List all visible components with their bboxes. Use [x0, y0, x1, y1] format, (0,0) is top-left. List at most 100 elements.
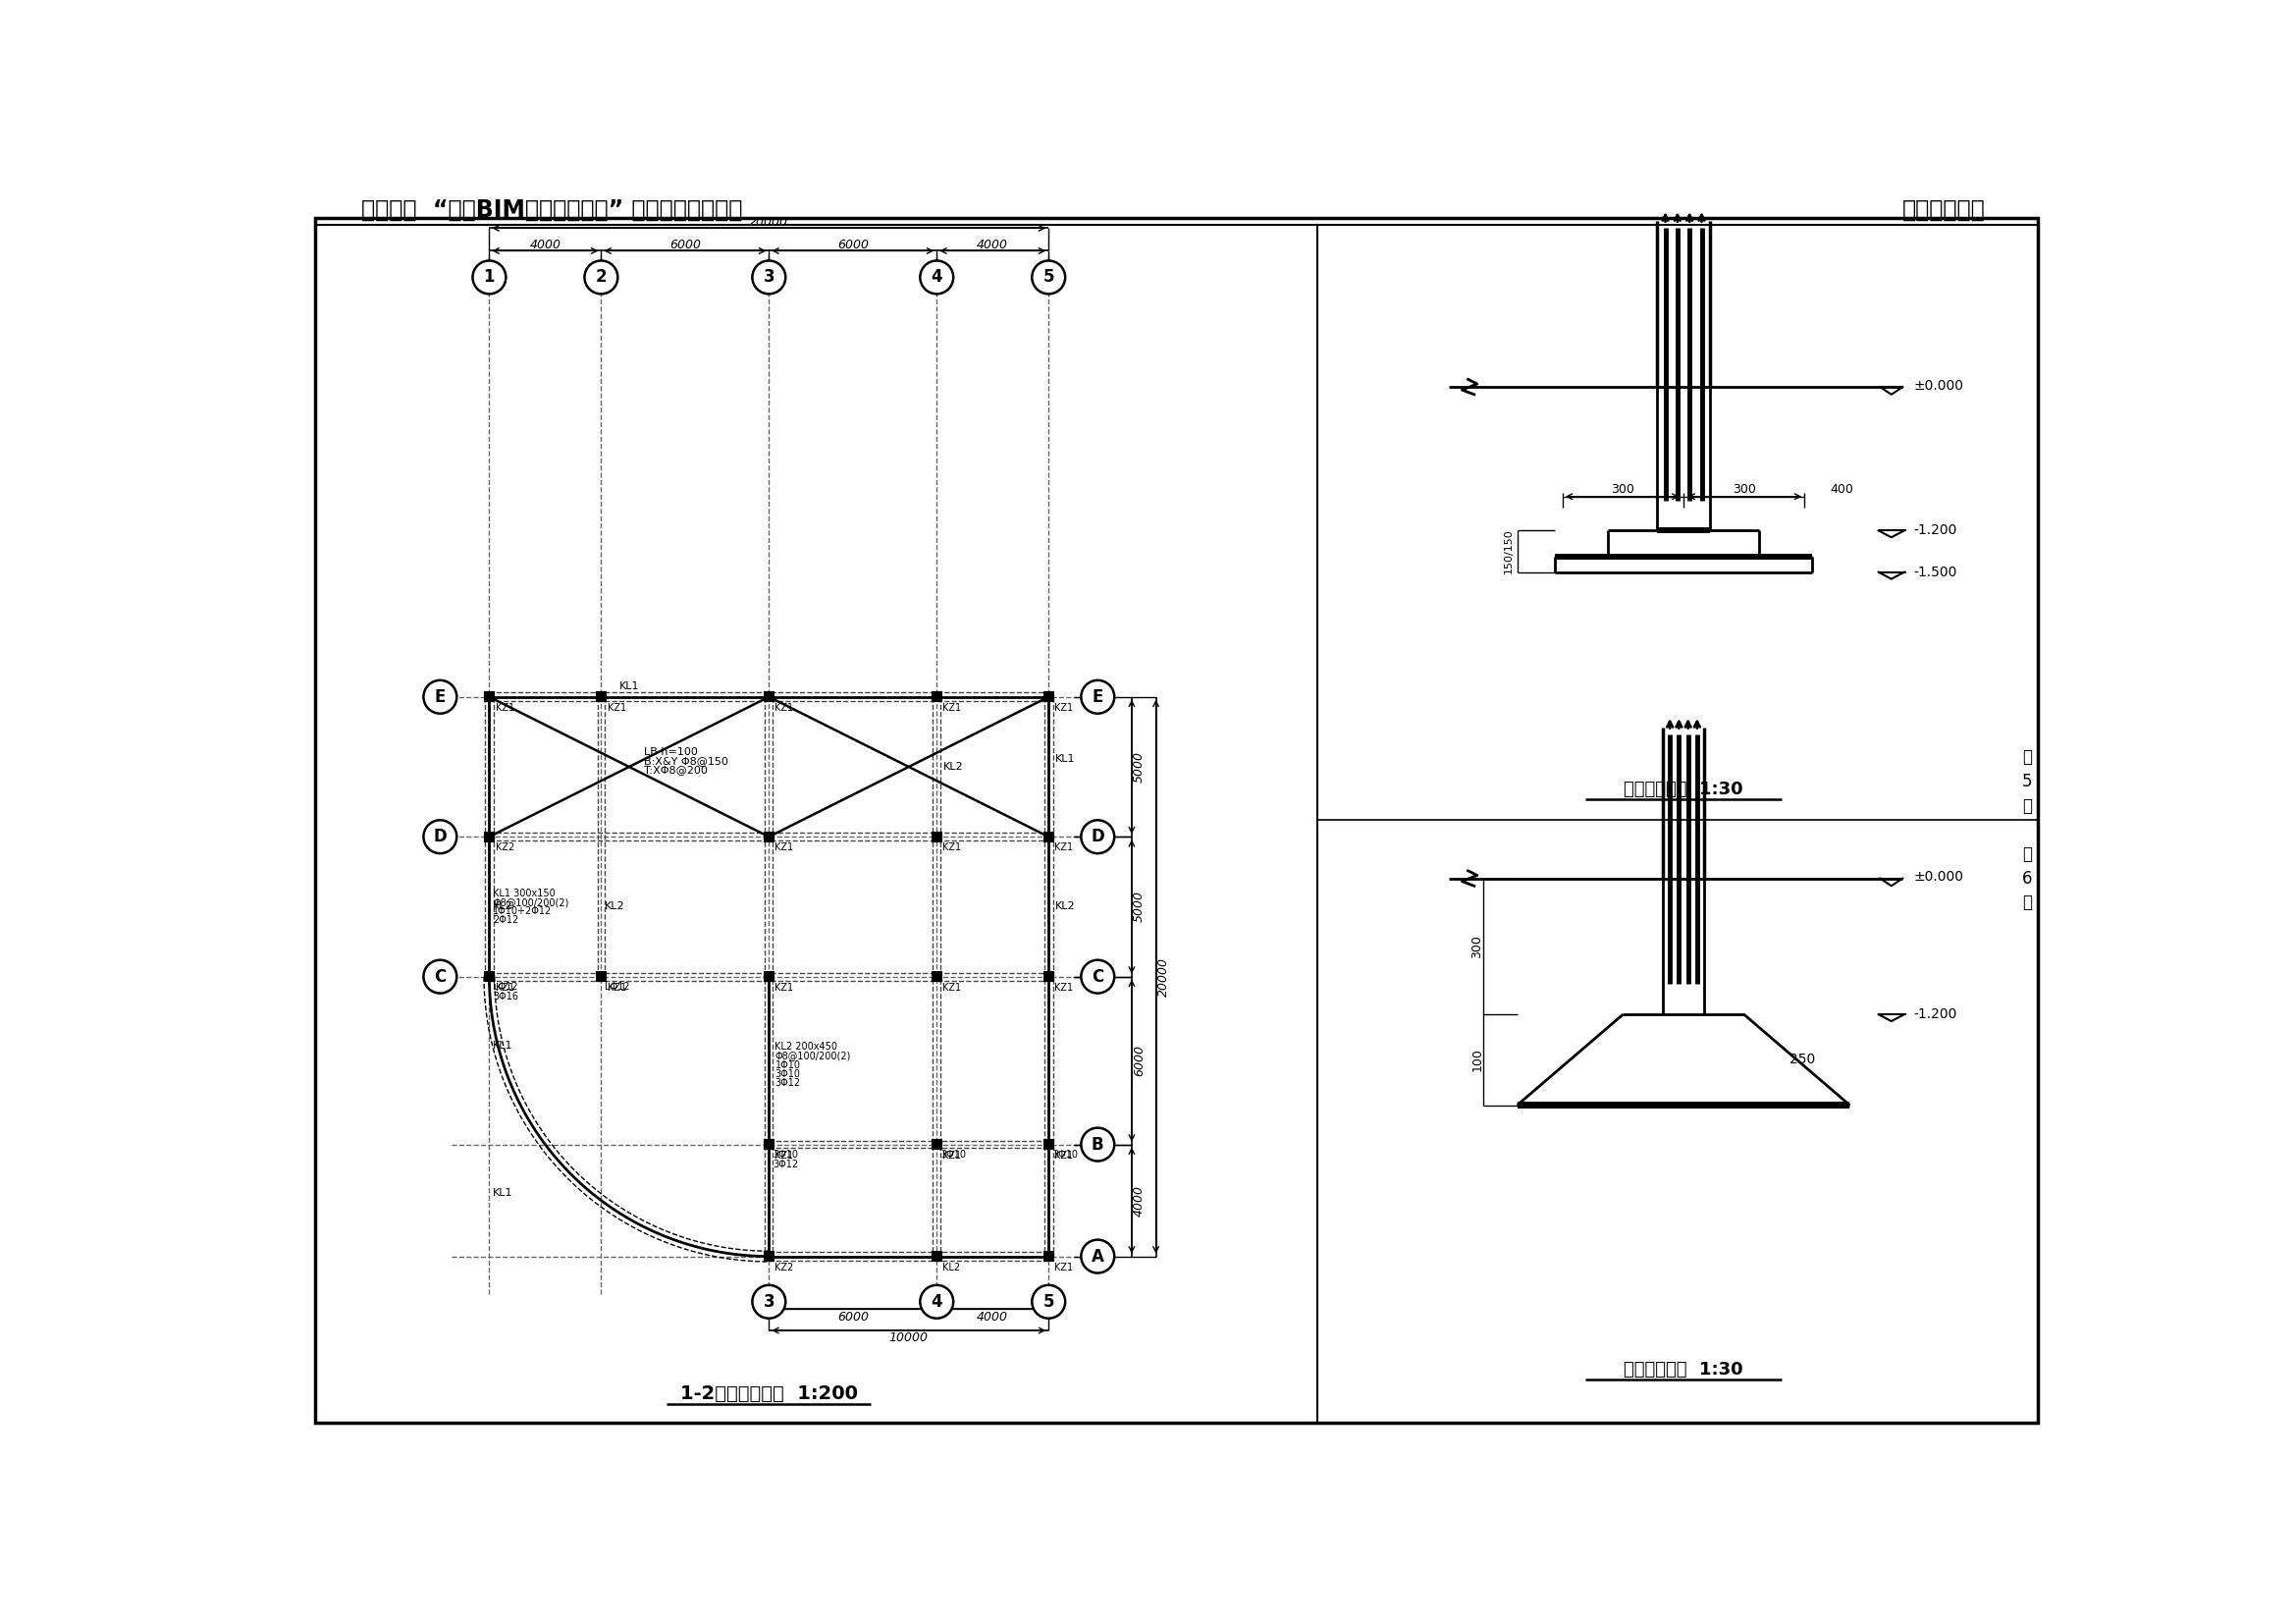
- Text: KZ1: KZ1: [776, 983, 794, 992]
- Bar: [932, 831, 941, 841]
- Text: 第十三期  “全国BIM技能等级考试” 二级（结构）试题: 第十三期 “全国BIM技能等级考试” 二级（结构）试题: [360, 198, 742, 222]
- Text: KL2 200x450: KL2 200x450: [776, 1043, 838, 1052]
- Text: B: B: [1091, 1135, 1104, 1153]
- Text: 页: 页: [2023, 797, 2032, 815]
- Circle shape: [1081, 960, 1114, 994]
- Bar: [1045, 1140, 1054, 1150]
- Text: 1Φ10+2Φ12: 1Φ10+2Φ12: [494, 906, 551, 916]
- Text: 5: 5: [1042, 1293, 1054, 1311]
- Text: 6000: 6000: [1132, 1044, 1146, 1077]
- Bar: [597, 692, 606, 702]
- Bar: [484, 692, 494, 702]
- Circle shape: [1081, 820, 1114, 853]
- Text: KZ1: KZ1: [776, 703, 794, 713]
- Bar: [597, 973, 606, 981]
- Bar: [932, 973, 941, 981]
- Circle shape: [422, 680, 457, 713]
- Bar: [1045, 973, 1054, 981]
- Text: 3Φ10: 3Φ10: [774, 1150, 799, 1160]
- Text: 400: 400: [1830, 484, 1853, 495]
- Text: KZ1: KZ1: [944, 703, 962, 713]
- Text: 4: 4: [930, 1293, 941, 1311]
- Text: C: C: [434, 968, 445, 986]
- Text: 4000: 4000: [530, 239, 560, 252]
- Text: KZ1: KZ1: [944, 983, 962, 992]
- Text: E: E: [434, 689, 445, 706]
- Text: 3Φ12: 3Φ12: [774, 1160, 799, 1169]
- Text: Φ8@100/200(2): Φ8@100/200(2): [776, 1051, 852, 1060]
- Text: -1.500: -1.500: [1915, 565, 1958, 580]
- Text: KZ1: KZ1: [606, 983, 627, 992]
- Text: -1.200: -1.200: [1915, 523, 1958, 538]
- Text: 100: 100: [1472, 1047, 1483, 1072]
- Circle shape: [1031, 1285, 1065, 1319]
- Text: 4: 4: [930, 268, 941, 286]
- Text: 4000: 4000: [976, 1311, 1008, 1324]
- Bar: [1045, 1252, 1054, 1260]
- Bar: [1045, 692, 1054, 702]
- Text: 250: 250: [1789, 1052, 1816, 1067]
- Text: 1: 1: [484, 268, 496, 286]
- Text: 3Φ10: 3Φ10: [1052, 1150, 1077, 1160]
- Text: 6000: 6000: [838, 1311, 868, 1324]
- Text: 1Φ10: 1Φ10: [776, 1060, 801, 1070]
- Text: KL2: KL2: [604, 901, 625, 911]
- Text: A: A: [1091, 1247, 1104, 1265]
- Text: KZ2: KZ2: [776, 1262, 794, 1272]
- Text: KL2: KL2: [944, 762, 962, 771]
- Text: KZ1: KZ1: [1054, 703, 1075, 713]
- Text: KZ1: KZ1: [1054, 1262, 1075, 1272]
- Text: KL2: KL2: [1054, 901, 1075, 911]
- Text: 独立基础详图  1:30: 独立基础详图 1:30: [1623, 1361, 1743, 1379]
- Circle shape: [921, 261, 953, 294]
- Text: C: C: [1091, 968, 1104, 986]
- Text: Φ8@100/200(2): Φ8@100/200(2): [494, 896, 569, 908]
- Text: 6000: 6000: [670, 239, 700, 252]
- Bar: [1045, 831, 1054, 841]
- Bar: [1554, 554, 1812, 560]
- Text: E: E: [1093, 689, 1104, 706]
- Text: KL2: KL2: [494, 901, 514, 911]
- Circle shape: [1081, 680, 1114, 713]
- Text: 1-2层结构平面图  1:200: 1-2层结构平面图 1:200: [680, 1385, 859, 1403]
- Circle shape: [921, 1285, 953, 1319]
- Bar: [1518, 1103, 1851, 1108]
- Text: KZ1: KZ1: [944, 1150, 962, 1160]
- Bar: [1658, 528, 1711, 534]
- Text: 5: 5: [2023, 773, 2032, 791]
- Text: D: D: [434, 828, 448, 846]
- Text: 3Φ16: 3Φ16: [494, 991, 519, 1000]
- Text: 中国图学学会: 中国图学学会: [1903, 198, 1986, 222]
- Text: 3Φ10: 3Φ10: [941, 1150, 967, 1160]
- Text: 300: 300: [1731, 484, 1756, 495]
- Text: 10000: 10000: [889, 1332, 928, 1345]
- Circle shape: [753, 261, 785, 294]
- Text: LB h=100: LB h=100: [645, 747, 698, 757]
- Text: 20000: 20000: [748, 216, 788, 229]
- Circle shape: [473, 261, 505, 294]
- Bar: [932, 692, 941, 702]
- Text: 300: 300: [1472, 935, 1483, 958]
- Text: KZ1: KZ1: [496, 983, 514, 992]
- Text: 20000: 20000: [1157, 957, 1171, 996]
- Text: 5: 5: [1042, 268, 1054, 286]
- Text: D: D: [1091, 828, 1104, 846]
- Text: 6000: 6000: [838, 239, 868, 252]
- Text: 3: 3: [762, 1293, 774, 1311]
- Text: KL2: KL2: [944, 1262, 960, 1272]
- Text: 第: 第: [2023, 749, 2032, 767]
- Text: 5000: 5000: [1132, 752, 1146, 783]
- Text: KL1: KL1: [494, 1187, 514, 1199]
- Text: KL1: KL1: [620, 682, 638, 692]
- Circle shape: [585, 261, 618, 294]
- Text: T:XΦ8@200: T:XΦ8@200: [645, 765, 707, 775]
- Text: 4000: 4000: [1132, 1184, 1146, 1216]
- Bar: [484, 973, 494, 981]
- Text: 300: 300: [1612, 484, 1635, 495]
- Text: KZ1: KZ1: [606, 703, 627, 713]
- Bar: [932, 1252, 941, 1260]
- Circle shape: [422, 960, 457, 994]
- Bar: [765, 973, 774, 981]
- Text: ±0.000: ±0.000: [1915, 378, 1963, 393]
- Circle shape: [1081, 1239, 1114, 1273]
